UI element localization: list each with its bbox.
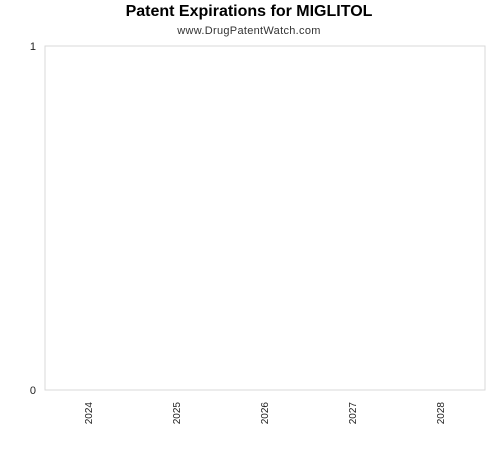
x-axis: 2024 2025 2026 2027 2028 xyxy=(84,402,447,425)
y-axis: 01 xyxy=(30,41,36,397)
x-tick-label: 2025 xyxy=(172,402,183,425)
x-tick-label: 2028 xyxy=(436,402,447,425)
x-tick-label: 2026 xyxy=(260,402,271,425)
plot-area xyxy=(45,46,485,390)
x-tick-label: 2027 xyxy=(348,402,359,425)
x-tick-label: 2024 xyxy=(84,402,95,425)
y-tick-label: 0 xyxy=(30,385,36,397)
y-tick-label: 1 xyxy=(30,41,36,53)
